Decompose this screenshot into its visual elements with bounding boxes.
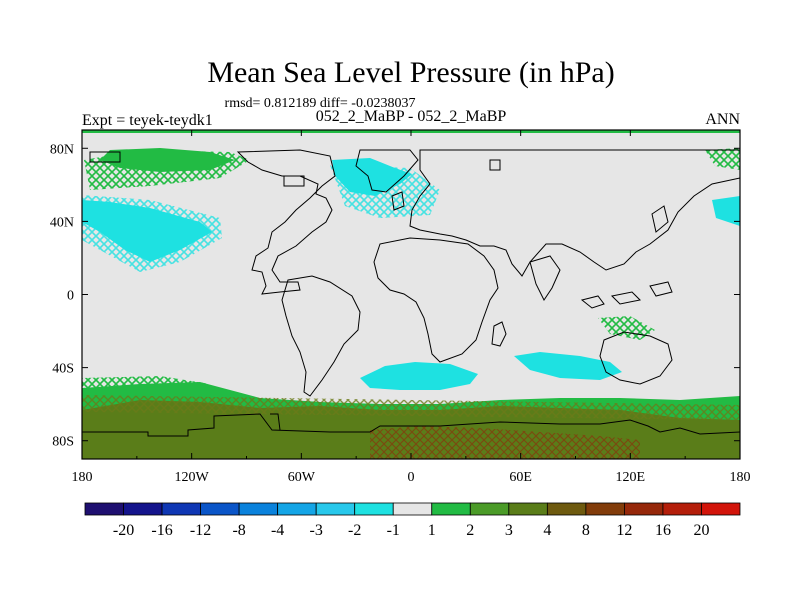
- coastline-antarctica: [82, 413, 740, 437]
- right-label: ANN: [705, 111, 740, 128]
- colorbar-label: 8: [582, 522, 590, 539]
- coastline-arctic-islands: [89, 151, 501, 187]
- colorbar-swatch: [123, 502, 163, 516]
- colorbar-label: -4: [271, 522, 284, 539]
- colorbar-swatch: [624, 502, 664, 516]
- region-indian-ocean-low: [514, 352, 622, 380]
- colorbar-swatch: [277, 502, 317, 516]
- region-antarctic-core: [370, 426, 640, 459]
- coastline-north-america: [236, 149, 336, 295]
- colorbar-label: -12: [190, 522, 211, 539]
- colorbar-label: 4: [543, 522, 551, 539]
- y-tick-label: 40N: [50, 215, 74, 230]
- colorbar-label: -8: [232, 522, 245, 539]
- colorbar-swatch: [161, 502, 201, 516]
- colorbar-label: -1: [387, 522, 400, 539]
- colorbar-swatch: [469, 502, 510, 516]
- coastline-japan: [651, 205, 669, 233]
- colorbar-swatch: [315, 502, 356, 516]
- y-tick-label: 80S: [52, 435, 74, 450]
- colorbar-label: 2: [466, 522, 474, 539]
- x-tick-label: 0: [408, 470, 415, 485]
- colorbar-swatch: [546, 502, 587, 516]
- left-label: Expt = teyek-teydk1: [82, 112, 213, 129]
- coastline-british-isles: [391, 191, 405, 211]
- colorbar-swatch: [84, 502, 124, 516]
- coastline-antarctic-peninsula: [270, 413, 281, 431]
- region-hatch-arctic: [84, 150, 250, 190]
- colorbar-swatch: [200, 502, 240, 516]
- coastline-india: [529, 255, 561, 301]
- colorbar-swatch: [701, 502, 741, 516]
- region-north-pacific-low-east: [712, 196, 740, 226]
- colorbar-swatch: [431, 502, 471, 516]
- colorbar: -20 -16 -12 -8 -4 -3 -2 -1 1 2 3 4 8 12 16 20: [84, 502, 741, 539]
- colorbar-label: -16: [151, 522, 172, 539]
- colorbar-label: -2: [348, 522, 361, 539]
- y-tick-label: 40S: [52, 362, 74, 377]
- x-tick-label: 120E: [616, 470, 646, 485]
- colorbar-label: -3: [310, 522, 323, 539]
- y-axis: 80N 40N 0 40S 80S: [50, 142, 740, 450]
- y-tick-label: 80N: [50, 142, 74, 157]
- region-hatch-indian: [598, 316, 655, 340]
- region-hatch-arctic-east: [705, 148, 740, 170]
- colorbar-swatch: [508, 502, 548, 516]
- y-tick-label: 0: [67, 289, 74, 304]
- x-tick-label: 180: [72, 470, 93, 485]
- coastline-islands-se-asia: [580, 281, 673, 309]
- region-south-atlantic-low: [360, 362, 478, 390]
- x-tick-label: 60W: [288, 470, 316, 485]
- colorbar-swatch: [585, 502, 625, 516]
- colorbar-label: 1: [428, 522, 436, 539]
- coastlines: [82, 149, 740, 437]
- region-hatch-southern-band: [82, 395, 740, 420]
- x-tick-label: 180: [730, 470, 751, 485]
- colorbar-swatch: [662, 502, 702, 516]
- chart-title: Mean Sea Level Pressure (in hPa): [207, 56, 614, 89]
- x-tick-label: 120W: [175, 470, 210, 485]
- colorbar-swatch: [354, 502, 394, 516]
- center-label: 052_2_MaBP - 052_2_MaBP: [316, 108, 507, 125]
- colorbar-label: 12: [616, 522, 632, 539]
- x-axis: 180 120W 60W 0 60E 120E 180: [72, 130, 751, 485]
- region-hatch-north-pacific: [82, 195, 222, 272]
- map-area: [82, 130, 740, 459]
- coastline-greenland: [355, 149, 419, 193]
- colorbar-label: -20: [113, 522, 134, 539]
- coastline-south-america: [281, 275, 361, 397]
- colorbar-label: 3: [505, 522, 513, 539]
- region-hatch-southern-green: [82, 376, 210, 392]
- x-tick-label: 60E: [509, 470, 532, 485]
- chart-subtitle: rmsd= 0.812189 diff= -0.0238037: [225, 96, 416, 111]
- colorbar-swatch: [238, 502, 279, 516]
- colorbar-label: 20: [693, 522, 709, 539]
- coastline-africa: [373, 237, 499, 363]
- coastline-australia: [599, 331, 673, 385]
- colorbar-swatch: [392, 502, 433, 516]
- coastline-madagascar: [491, 321, 507, 347]
- colorbar-label: 16: [655, 522, 671, 539]
